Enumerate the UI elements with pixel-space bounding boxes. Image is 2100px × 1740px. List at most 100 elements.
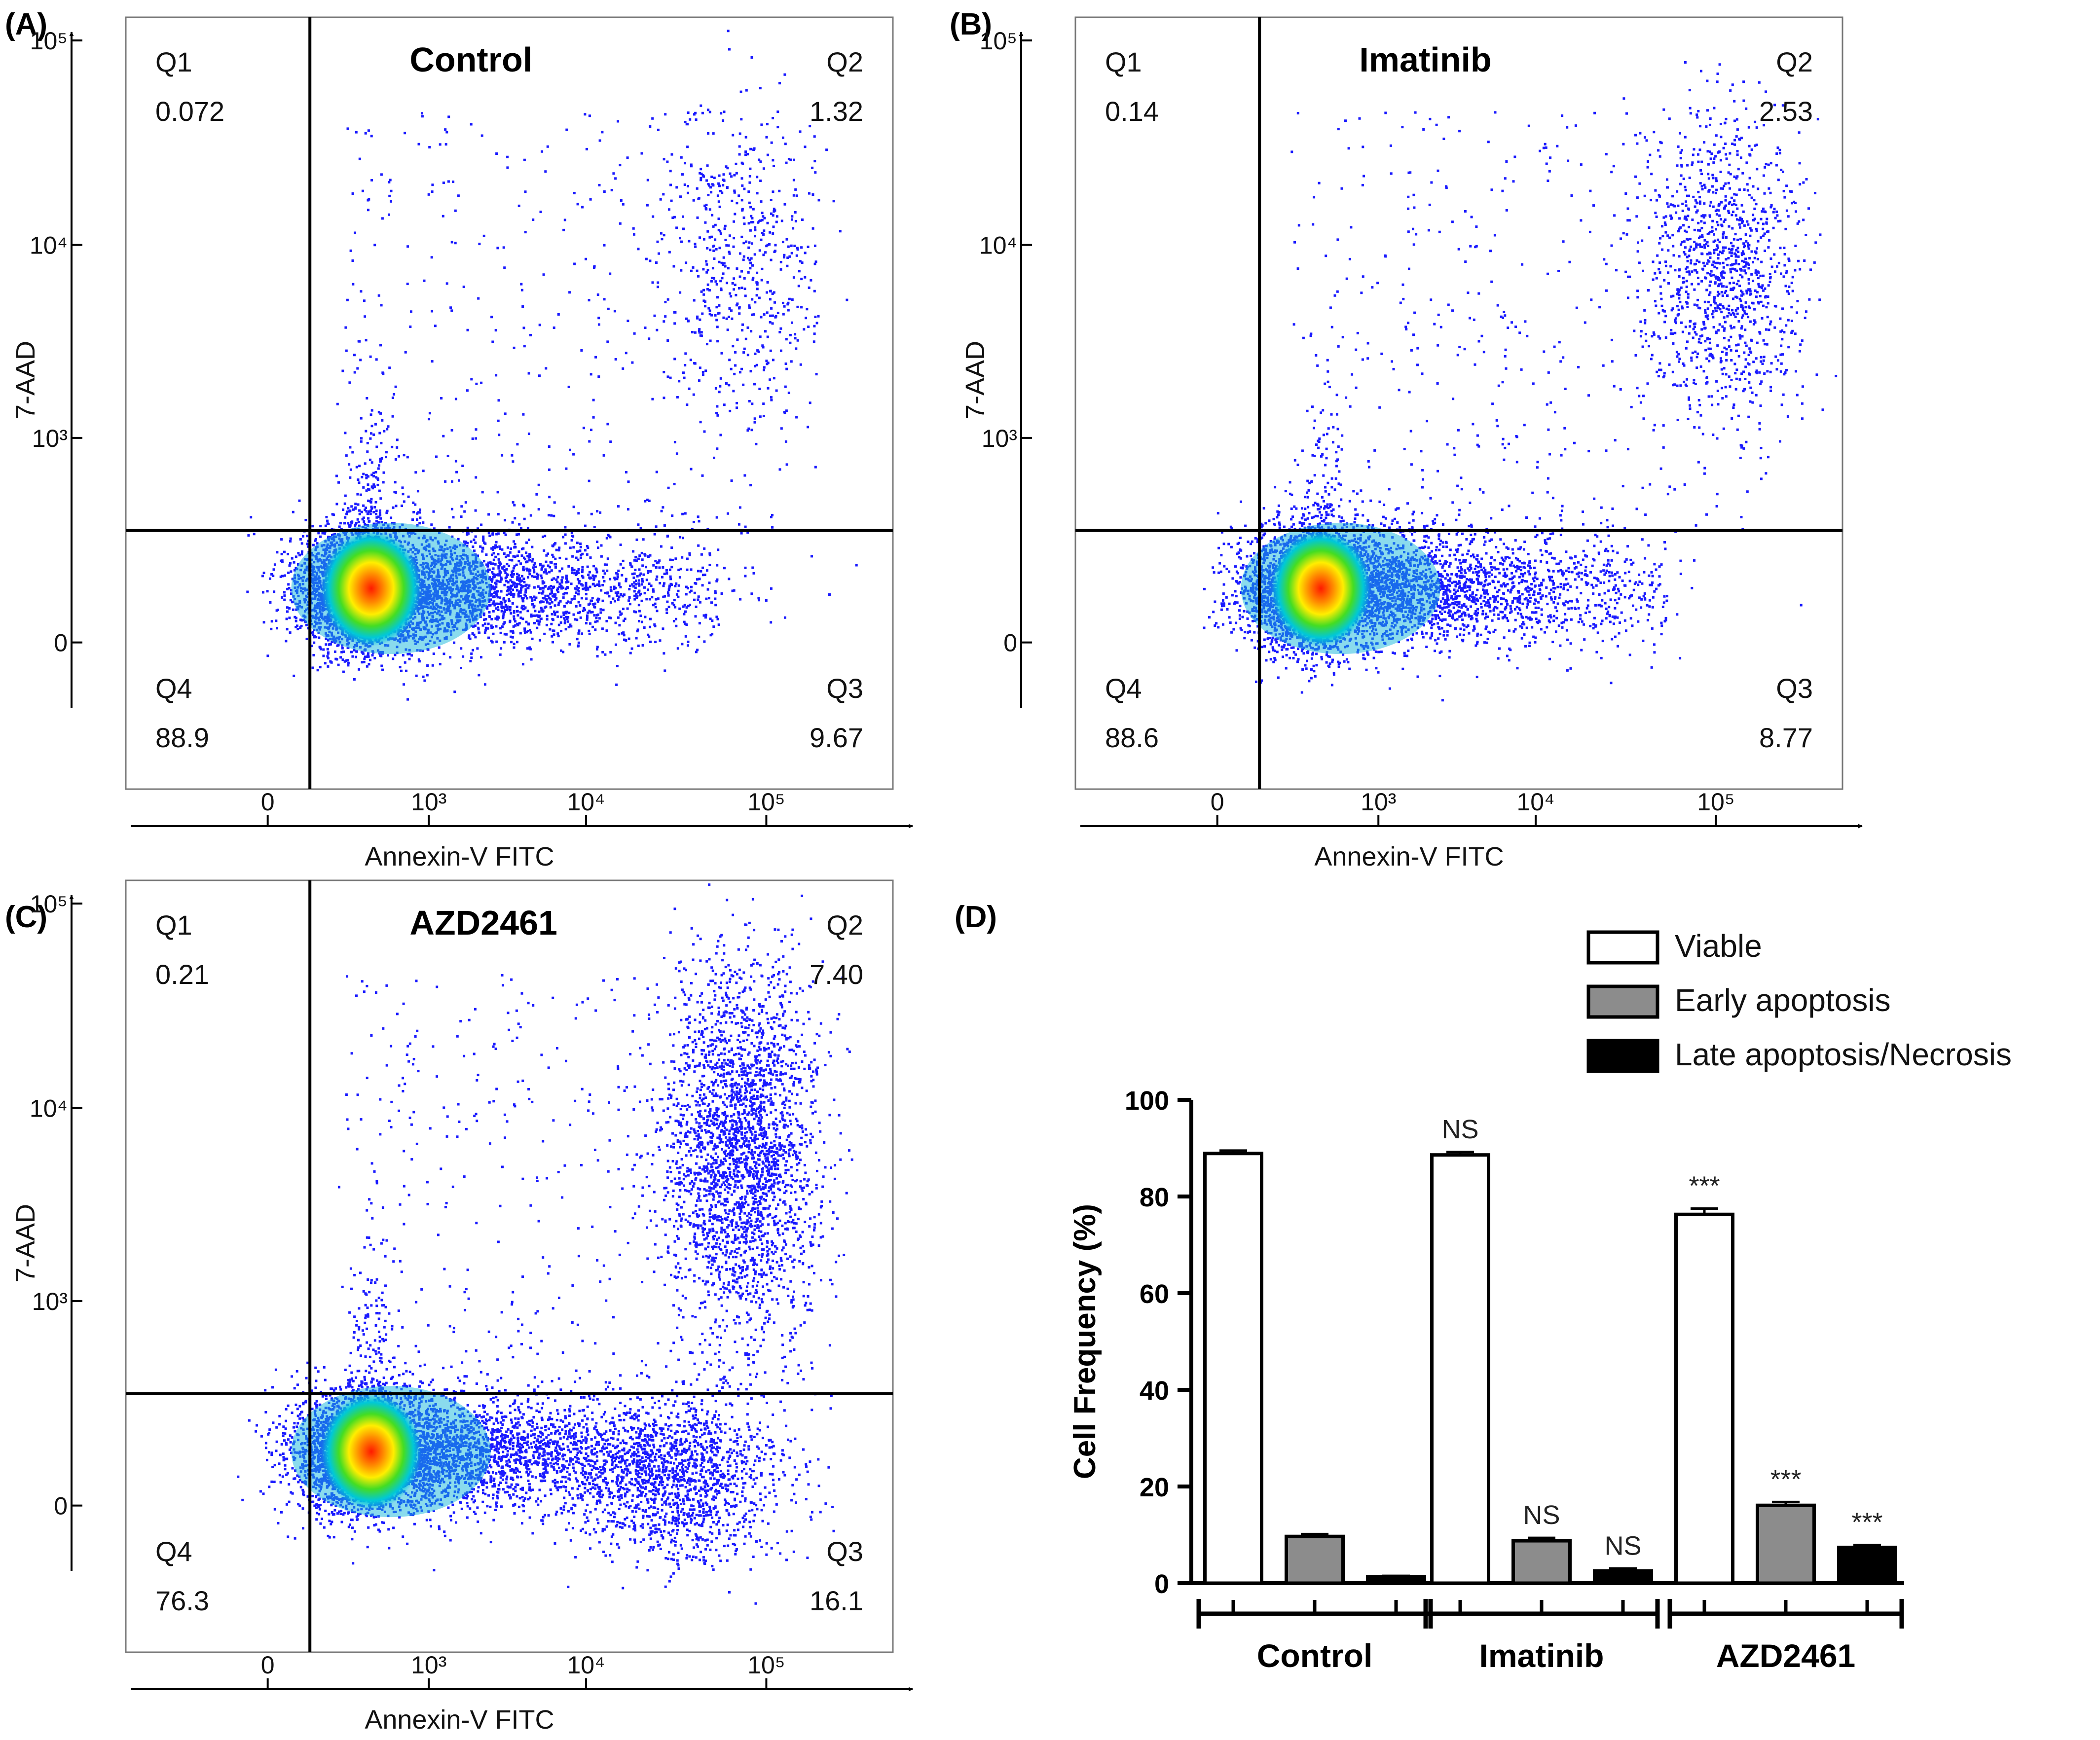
bar-late-apoptosis-necrosis-control bbox=[1366, 1575, 1426, 1585]
quadrant-label-q1: Q1 bbox=[1105, 46, 1142, 77]
y-tick-label: 10⁴ bbox=[30, 1095, 68, 1123]
bar-viable-imatinib bbox=[1430, 1153, 1490, 1585]
x-tick-label: 10⁵ bbox=[747, 788, 785, 816]
significance-label: *** bbox=[1689, 1171, 1720, 1201]
legend-swatch-2 bbox=[1586, 984, 1659, 1019]
density-core bbox=[321, 530, 421, 647]
significance-label: NS bbox=[1523, 1500, 1560, 1530]
quadrant-value-q4: 88.9 bbox=[155, 722, 209, 753]
group-label-azd2461: AZD2461 bbox=[1716, 1637, 1855, 1674]
x-tick-label: 10⁵ bbox=[1697, 788, 1734, 816]
x-axis-label: Annexin-V FITC bbox=[365, 1705, 554, 1735]
quadrant-value-q2: 1.32 bbox=[810, 96, 863, 127]
x-tick-label: 0 bbox=[261, 788, 275, 816]
quadrant-label-q1: Q1 bbox=[155, 909, 192, 941]
legend-swatch-1 bbox=[1586, 930, 1659, 965]
y-tick-label: 10⁵ bbox=[980, 27, 1017, 55]
x-tick-label: 10³ bbox=[411, 1651, 446, 1679]
scatter-points bbox=[237, 883, 853, 1605]
quadrant-label-q4: Q4 bbox=[1105, 673, 1142, 704]
y-tick-label: 10⁵ bbox=[30, 890, 68, 918]
significance-label: NS bbox=[1441, 1115, 1478, 1144]
bar-early-apoptosis-control bbox=[1285, 1534, 1345, 1585]
significance-label: NS bbox=[1604, 1531, 1641, 1560]
y-tick-label: 80 bbox=[1140, 1183, 1169, 1212]
bar-late-apoptosis-necrosis-imatinib bbox=[1593, 1569, 1653, 1585]
quadrant-label-q3: Q3 bbox=[826, 673, 863, 704]
x-axis-label: Annexin-V FITC bbox=[365, 842, 554, 871]
y-tick-label: 10³ bbox=[32, 425, 68, 452]
bar-late-apoptosis-necrosis-azd2461 bbox=[1837, 1545, 1897, 1585]
plot-frame bbox=[125, 879, 894, 1653]
x-tick-label: 0 bbox=[1211, 788, 1224, 816]
panel-label: (B) bbox=[950, 7, 992, 41]
quadrant-label-q2: Q2 bbox=[826, 909, 863, 941]
x-tick-label: 10⁴ bbox=[567, 788, 605, 816]
bar-viable-control bbox=[1203, 1152, 1263, 1585]
quadrant-value-q2: 7.40 bbox=[810, 959, 863, 990]
x-axis-label: Annexin-V FITC bbox=[1314, 842, 1504, 871]
quadrant-value-q2: 2.53 bbox=[1759, 96, 1813, 127]
scatter-points bbox=[246, 30, 858, 701]
group-label-control: Control bbox=[1257, 1637, 1373, 1674]
y-tick-label: 10⁴ bbox=[979, 232, 1017, 259]
panel-label: (A) bbox=[5, 7, 47, 41]
y-axis-label: 7-AAD bbox=[960, 341, 990, 419]
x-tick-label: 10³ bbox=[411, 788, 446, 816]
condition-title: Control bbox=[409, 40, 532, 79]
x-tick-label: 10⁵ bbox=[747, 1651, 785, 1679]
y-tick-label: 0 bbox=[54, 1492, 68, 1520]
x-tick-label: 0 bbox=[261, 1651, 275, 1679]
x-tick-label: 10⁴ bbox=[567, 1651, 605, 1679]
x-tick-label: 10³ bbox=[1361, 788, 1396, 816]
quadrant-value-q1: 0.072 bbox=[155, 96, 224, 127]
bar-early-apoptosis-imatinib bbox=[1511, 1539, 1572, 1585]
y-tick-label: 100 bbox=[1125, 1086, 1169, 1116]
quadrant-value-q1: 0.21 bbox=[155, 959, 209, 990]
y-tick-label: 0 bbox=[1003, 629, 1017, 657]
legend-label-1: Viable bbox=[1675, 928, 1762, 964]
density-core bbox=[321, 1393, 421, 1510]
legend-label-2: Early apoptosis bbox=[1675, 982, 1891, 1018]
y-axis-label: 7-AAD bbox=[11, 341, 40, 419]
quadrant-value-q3: 16.1 bbox=[810, 1585, 863, 1616]
quadrant-value-q4: 76.3 bbox=[155, 1585, 209, 1616]
density-core bbox=[1271, 530, 1371, 647]
x-tick-label: 10⁴ bbox=[1516, 788, 1554, 816]
y-tick-label: 40 bbox=[1140, 1376, 1169, 1406]
quadrant-value-q3: 8.77 bbox=[1759, 722, 1813, 753]
quadrant-value-q3: 9.67 bbox=[810, 722, 863, 753]
y-axis-label: 7-AAD bbox=[11, 1204, 40, 1282]
y-tick-label: 0 bbox=[1154, 1569, 1169, 1599]
scatter-dots bbox=[246, 30, 858, 701]
legend-label-3: Late apoptosis/Necrosis bbox=[1675, 1037, 2012, 1072]
flow-panel-1: (A) Control Q1 0.072 Q2 1.32 Q3 9.67 Q4 88.9 0 10³ 1… bbox=[5, 7, 913, 871]
bar-viable-azd2461 bbox=[1674, 1212, 1734, 1585]
scatter-points bbox=[1203, 61, 1838, 702]
y-tick-label: 10⁴ bbox=[30, 232, 68, 259]
quadrant-value-q4: 88.6 bbox=[1105, 722, 1159, 753]
y-tick-label: 0 bbox=[54, 629, 68, 657]
group-label-imatinib: Imatinib bbox=[1479, 1637, 1604, 1674]
y-tick-label: 20 bbox=[1140, 1473, 1169, 1502]
quadrant-label-q4: Q4 bbox=[155, 1536, 192, 1567]
quadrant-label-q4: Q4 bbox=[155, 673, 192, 704]
y-tick-label: 10³ bbox=[982, 425, 1017, 452]
significance-label: *** bbox=[1851, 1508, 1882, 1537]
condition-title: Imatinib bbox=[1359, 40, 1491, 79]
quadrant-label-q1: Q1 bbox=[155, 46, 192, 77]
plot-frame bbox=[125, 16, 894, 790]
quadrant-label-q3: Q3 bbox=[1776, 673, 1813, 704]
plot-frame bbox=[1074, 16, 1843, 790]
y-tick-label: 10³ bbox=[32, 1288, 68, 1315]
legend-swatch-3 bbox=[1586, 1039, 1659, 1073]
significance-label: *** bbox=[1770, 1464, 1801, 1494]
quadrant-value-q1: 0.14 bbox=[1105, 96, 1159, 127]
condition-title: AZD2461 bbox=[409, 904, 557, 942]
panel-label: (C) bbox=[5, 900, 47, 934]
y-tick-label: 60 bbox=[1140, 1279, 1169, 1309]
flow-panel-3: (C) AZD2461 Q1 0.21 Q2 7.40 Q3 16.1 Q4 76.3 0 10³ 10… bbox=[5, 879, 913, 1735]
y-axis-label: Cell Frequency (%) bbox=[1068, 1204, 1102, 1479]
flow-panel-2: (B) Imatinib Q1 0.14 Q2 2.53 Q3 8.77 Q4 88.6 0 10³ 1… bbox=[950, 7, 1863, 871]
